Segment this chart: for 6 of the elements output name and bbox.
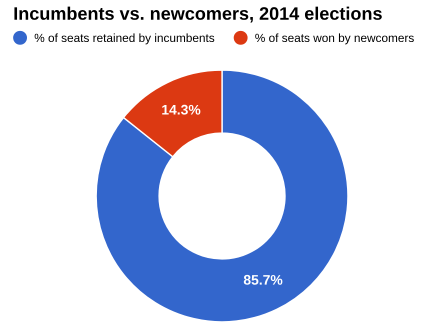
chart-title: Incumbents vs. newcomers, 2014 elections <box>14 6 382 23</box>
donut-slice <box>95 69 349 323</box>
data-label: 14.3% <box>162 104 200 115</box>
legend-label: % of seats retained by incumbents <box>34 33 214 44</box>
data-label: 85.7% <box>244 274 282 285</box>
legend-label: % of seats won by newcomers <box>255 33 414 44</box>
